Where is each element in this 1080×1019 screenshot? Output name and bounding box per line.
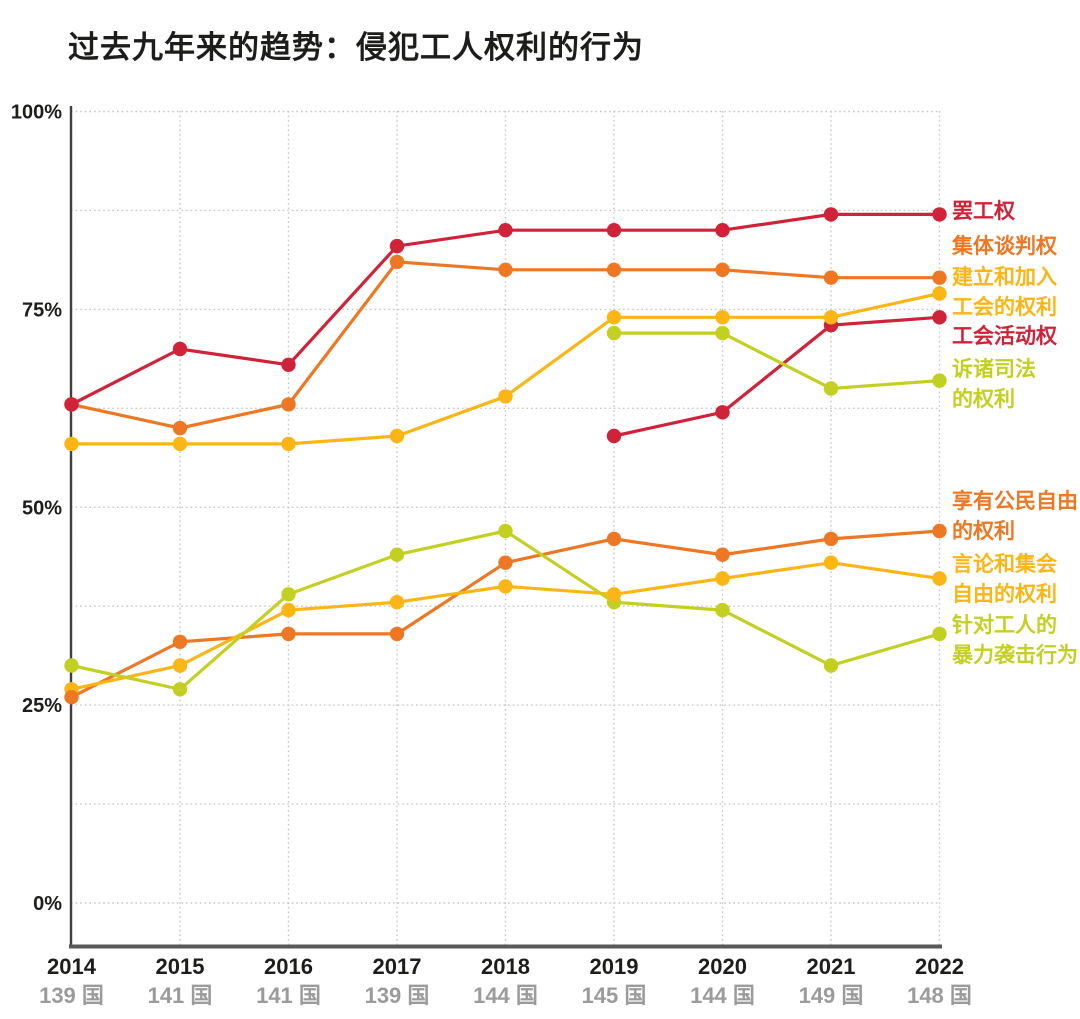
- series-point-6: [606, 587, 622, 602]
- series-point-2: [281, 436, 296, 452]
- series-point-5: [932, 523, 947, 539]
- series-point-3: [715, 405, 730, 420]
- y-tick-label: 75%: [22, 299, 62, 321]
- x-tick-year: 2019: [590, 954, 639, 979]
- series-point-5: [715, 547, 730, 562]
- x-tick-countries: 139 国: [39, 983, 104, 1008]
- series-point-5: [389, 626, 405, 642]
- series-point-4: [606, 325, 622, 341]
- series-line-4: [614, 331, 940, 391]
- series-point-0: [64, 397, 79, 412]
- x-tick-year: 2018: [481, 954, 530, 979]
- series-point-0: [932, 207, 947, 222]
- series-point-2: [172, 436, 188, 452]
- series-point-2: [64, 436, 79, 452]
- series-point-2: [389, 428, 405, 444]
- series-point-4: [932, 373, 947, 388]
- series-point-0: [389, 238, 405, 254]
- series-point-7: [172, 682, 188, 697]
- series-point-7: [389, 547, 405, 562]
- series-point-1: [932, 270, 947, 285]
- series-point-5: [498, 555, 513, 570]
- x-tick-countries: 144 国: [690, 983, 755, 1008]
- series-point-0: [172, 341, 188, 357]
- series-point-1: [389, 254, 405, 270]
- series-point-3: [606, 428, 622, 444]
- series-point-7: [498, 523, 513, 539]
- series-point-5: [281, 626, 296, 642]
- series-point-2: [606, 310, 622, 325]
- x-tick-countries: 141 国: [256, 983, 321, 1008]
- series-point-3: [932, 310, 947, 325]
- series-point-0: [498, 223, 513, 238]
- series-point-6: [498, 579, 513, 594]
- series-point-7: [64, 658, 79, 673]
- x-tick-countries: 148 国: [907, 983, 972, 1008]
- series-point-7: [823, 658, 839, 673]
- series-point-4: [715, 325, 730, 341]
- x-tick-year: 2015: [156, 954, 205, 979]
- y-tick-label: 0%: [33, 893, 62, 915]
- chart-title: 过去九年来的趋势：侵犯工人权利的行为: [68, 30, 644, 65]
- x-tick-year: 2021: [807, 954, 856, 979]
- x-tick-year: 2022: [915, 954, 964, 979]
- series-point-7: [281, 587, 296, 602]
- series-point-1: [498, 262, 513, 277]
- series-point-6: [715, 571, 730, 586]
- y-tick-label: 25%: [22, 695, 62, 717]
- series-point-5: [64, 690, 79, 705]
- x-tick-year: 2016: [264, 954, 313, 979]
- series-line-7: [71, 529, 940, 692]
- x-tick-year: 2014: [47, 954, 97, 979]
- series-point-5: [606, 531, 622, 547]
- series-point-5: [823, 531, 839, 547]
- series-point-5: [172, 634, 188, 649]
- x-tick-countries: 139 国: [365, 983, 430, 1008]
- series-point-1: [715, 262, 730, 277]
- series-point-6: [389, 595, 405, 610]
- series-point-6: [281, 602, 296, 618]
- series-point-0: [606, 223, 622, 238]
- x-tick-year: 2017: [373, 954, 422, 979]
- x-tick-countries: 149 国: [799, 983, 864, 1008]
- series-point-4: [823, 381, 839, 396]
- series-line-3: [613, 315, 940, 438]
- x-tick-countries: 144 国: [473, 983, 538, 1008]
- series-point-1: [281, 397, 296, 412]
- series-point-0: [281, 357, 296, 372]
- series-point-7: [715, 602, 730, 618]
- series-point-2: [715, 310, 730, 325]
- y-tick-label: 100%: [11, 102, 62, 124]
- series-point-7: [932, 626, 947, 642]
- series-point-2: [932, 286, 947, 301]
- series-point-2: [498, 389, 513, 404]
- x-tick-countries: 145 国: [582, 983, 647, 1008]
- y-tick-label: 50%: [22, 497, 62, 519]
- series-point-1: [823, 270, 839, 285]
- x-tick-countries: 141 国: [148, 983, 213, 1008]
- series-point-0: [823, 207, 839, 222]
- series-point-6: [823, 555, 839, 570]
- series-point-0: [715, 223, 730, 238]
- series-point-6: [932, 571, 947, 586]
- series-point-6: [172, 658, 188, 673]
- x-tick-year: 2020: [698, 954, 747, 979]
- series-point-1: [172, 420, 188, 436]
- series-point-1: [606, 262, 622, 277]
- series-point-2: [823, 310, 839, 325]
